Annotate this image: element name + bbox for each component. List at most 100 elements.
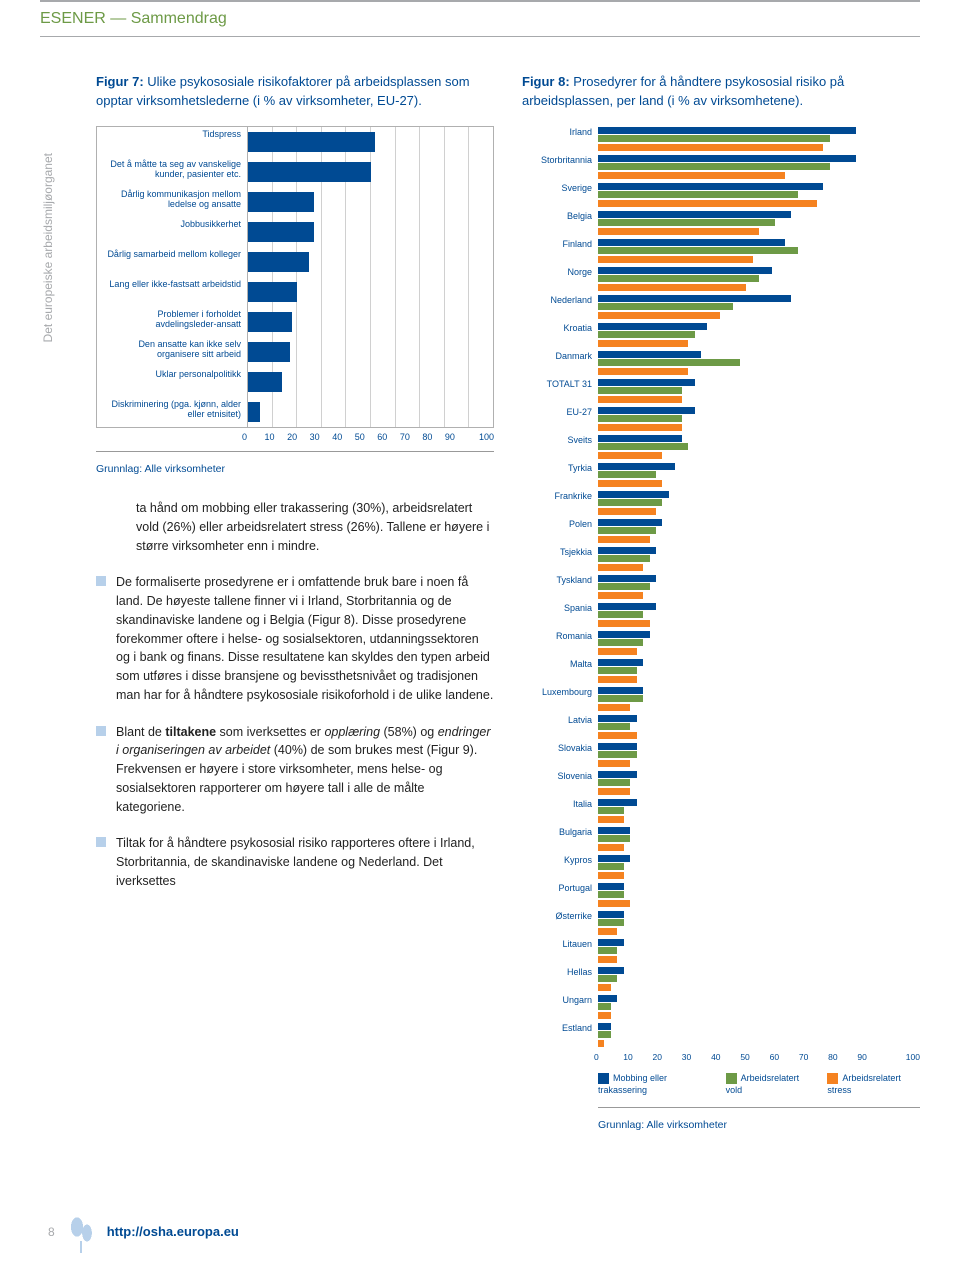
- fig8-bar-group: [598, 462, 920, 487]
- fig8-country-label: Portugal: [522, 882, 598, 893]
- fig8-country-label: Malta: [522, 658, 598, 669]
- fig8-bar-group: [598, 210, 920, 235]
- fig8-bar: [598, 359, 740, 366]
- fig8-bar-group: [598, 574, 920, 599]
- body-p1: ta hånd om mobbing eller trakassering (3…: [96, 499, 494, 555]
- fig8-bar: [598, 415, 682, 422]
- fig8-country-row: Bulgaria: [522, 826, 920, 854]
- fig7-bar-label: Den ansatte kan ikke selv organisere sit…: [97, 337, 247, 367]
- fig8-bar-group: [598, 154, 920, 179]
- fig7-bar-label: Diskriminering (pga. kjønn, alder eller …: [97, 397, 247, 427]
- fig8-country-label: Finland: [522, 238, 598, 249]
- fig8-bar-group: [598, 350, 920, 375]
- fig8-bar: [598, 816, 624, 823]
- fig8-bar-group: [598, 770, 920, 795]
- fig8-country-row: Frankrike: [522, 490, 920, 518]
- fig8-bar: [598, 555, 650, 562]
- fig8-country-label: Nederland: [522, 294, 598, 305]
- fig8-bar: [598, 995, 617, 1002]
- fig8-country-row: Portugal: [522, 882, 920, 910]
- fig8-bar: [598, 256, 753, 263]
- fig8-bar: [598, 844, 624, 851]
- fig8-bar: [598, 827, 630, 834]
- fig8-bar-group: [598, 826, 920, 851]
- fig8-bar: [598, 435, 682, 442]
- fig8-bar: [598, 519, 662, 526]
- fig7-bar-plot: [247, 127, 493, 157]
- fig8-bar-group: [598, 294, 920, 319]
- fig8-title-rest: Prosedyrer for å håndtere psykososial ri…: [522, 74, 844, 107]
- fig8-title-prefix: Figur 8:: [522, 74, 570, 89]
- fig8-bar: [598, 247, 798, 254]
- fig8-bar: [598, 340, 688, 347]
- fig8-bar: [598, 219, 775, 226]
- fig8-bar: [598, 172, 785, 179]
- fig8-bar: [598, 135, 830, 142]
- fig8-bar: [598, 967, 624, 974]
- fig7-bar: [248, 252, 309, 272]
- bullet-1: De formaliserte prosedyrene er i omfatte…: [96, 573, 494, 704]
- fig8-bar: [598, 779, 630, 786]
- fig7-title: Figur 7: Ulike psykososiale risikofaktor…: [96, 73, 494, 109]
- fig8-country-row: Spania: [522, 602, 920, 630]
- fig7-bar-label: Problemer i forholdet avdelingsleder-ans…: [97, 307, 247, 337]
- fig8-bar-group: [598, 854, 920, 879]
- fig8-bar: [598, 1023, 611, 1030]
- footer-url: http://osha.europa.eu: [107, 1223, 239, 1241]
- fig8-bar: [598, 200, 817, 207]
- fig8-bar: [598, 379, 695, 386]
- fig8-country-row: Tyrkia: [522, 462, 920, 490]
- fig8-bar-group: [598, 994, 920, 1019]
- fig8-bar-group: [598, 966, 920, 991]
- fig8-legend-swatch: [598, 1073, 609, 1084]
- left-column: Figur 7: Ulike psykososiale risikofaktor…: [96, 73, 494, 1154]
- fig8-bar-group: [598, 182, 920, 207]
- fig8-bar: [598, 471, 656, 478]
- fig8-bar: [598, 611, 643, 618]
- fig8-bar: [598, 872, 624, 879]
- fig8-bar: [598, 303, 733, 310]
- fig8-bar: [598, 891, 624, 898]
- fig8-bar: [598, 275, 759, 282]
- fig8-country-row: Italia: [522, 798, 920, 826]
- fig8-bar: [598, 788, 630, 795]
- fig8-title: Figur 8: Prosedyrer for å håndtere psyko…: [522, 73, 920, 109]
- page-number: 8: [48, 1224, 55, 1241]
- fig8-bar-group: [598, 546, 920, 571]
- fig8-bar-group: [598, 602, 920, 627]
- fig8-bar: [598, 191, 798, 198]
- fig8-bar-group: [598, 406, 920, 431]
- fig8-bar: [598, 1040, 604, 1047]
- fig8-country-label: Tyskland: [522, 574, 598, 585]
- fig7-bar: [248, 372, 282, 392]
- fig7-bar: [248, 222, 314, 242]
- fig8-bar: [598, 807, 624, 814]
- fig8-country-label: EU-27: [522, 406, 598, 417]
- header-title: ESENER — Sammendrag: [40, 8, 920, 30]
- fig7-bar-row: Tidspress: [97, 127, 493, 157]
- fig8-country-row: Luxembourg: [522, 686, 920, 714]
- fig8-bar: [598, 883, 624, 890]
- fig7-bar-label: Dårlig kommunikasjon mellom ledelse og a…: [97, 187, 247, 217]
- fig7-bar-row: Den ansatte kan ikke selv organisere sit…: [97, 337, 493, 367]
- fig8-country-label: Slovenia: [522, 770, 598, 781]
- fig8-country-row: EU-27: [522, 406, 920, 434]
- fig7-bar-plot: [247, 217, 493, 247]
- fig7-bar-plot: [247, 397, 493, 427]
- fig8-bar: [598, 331, 695, 338]
- fig7-bar-label: Uklar personalpolitikk: [97, 367, 247, 397]
- fig8-bar: [598, 155, 856, 162]
- fig8-country-label: Luxembourg: [522, 686, 598, 697]
- fig8-bar: [598, 919, 624, 926]
- fig8-country-row: Danmark: [522, 350, 920, 378]
- fig8-bar: [598, 704, 630, 711]
- fig8-country-row: Irland: [522, 126, 920, 154]
- fig8-bar: [598, 928, 617, 935]
- bullet-1-text: De formaliserte prosedyrene er i omfatte…: [116, 573, 494, 704]
- fig8-bar-group: [598, 126, 920, 151]
- fig8-bar: [598, 424, 682, 431]
- fig8-bar: [598, 583, 650, 590]
- fig7-bar-plot: [247, 187, 493, 217]
- fig8-bar: [598, 312, 720, 319]
- fig7-divider: [96, 451, 494, 452]
